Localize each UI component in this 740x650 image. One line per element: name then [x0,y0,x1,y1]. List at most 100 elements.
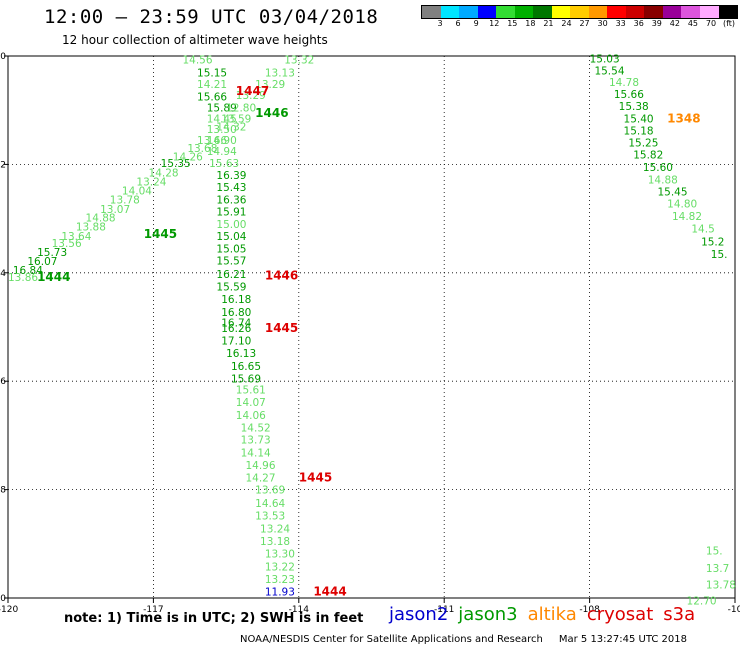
time-label: 1348 [667,111,700,125]
swh-value: 13.86 [8,272,38,284]
lon-tick-label: -10 [728,605,740,615]
swh-value: 14.64 [255,498,285,510]
lon-tick-label: -114 [289,605,310,615]
legend-label: (ft) [723,19,736,28]
legend-label: 39 [651,19,662,28]
swh-value: 15.45 [657,187,687,199]
legend-swatch [570,6,589,18]
swh-value: 14.88 [648,175,678,187]
legend-swatch [459,6,478,18]
swh-value: 15.69 [231,373,261,385]
swh-value: 13.59 [221,113,251,125]
swh-value: 15.00 [216,219,246,231]
swh-value: 13.78 [110,195,140,207]
swh-value: 14.56 [182,54,212,66]
legend-label: 9 [473,19,479,28]
credit-text: NOAA/NESDIS Center for Satellite Applica… [240,634,543,645]
legend-label: 27 [579,19,590,28]
swh-value: 15. [706,545,723,557]
swh-value: 15.05 [216,243,246,255]
swh-value: 13.73 [241,435,271,447]
time-label: 1444 [37,270,70,284]
swh-value: 15.60 [643,162,673,174]
map-frame [7,55,736,599]
legend-swatch [477,6,497,18]
legend-label: 70 [705,19,717,28]
lat-tick-label: -60 [0,594,6,604]
swh-value: 15.54 [594,66,624,78]
swh-value: 15.2 [701,236,724,248]
swh-value: 14.28 [149,168,179,180]
swh-value: 12.70 [687,596,717,608]
time-label-layer: 1447 1446 1445 1444 1446 1445 1445 1444 1348 [37,84,700,598]
lon-tick-label: -108 [579,605,600,615]
swh-value: 16.36 [216,195,246,207]
swh-value: 13.53 [255,511,285,523]
swh-value: 16.21 [216,269,246,281]
swh-value: 13.78 [706,579,736,591]
legend-label: 12 [489,19,500,28]
satellite-altika: altika [527,604,577,625]
swh-value: 14.04 [122,185,152,197]
swh-value: 13.24 [136,177,166,189]
legend-label: 33 [615,19,626,28]
swh-value: 14.27 [245,473,275,485]
legend-labels: 3 6 9 12 15 18 21 24 27 30 33 36 39 42 45 70 (ft) [421,19,738,28]
legend-label: 42 [669,19,680,28]
swh-value: 13.88 [76,222,106,234]
tick-label-layer: -120 -117 -114 -111 -108 -10 -50 -52 -54 -56 -58 -6… [0,52,740,615]
legend-swatch [533,6,552,18]
swh-value: 15.43 [216,182,246,194]
swh-value: 16.39 [216,170,246,182]
satellite-jason2: jason2 [389,604,449,625]
swh-value: 16.74 [221,318,251,330]
lon-tick-label: -111 [434,605,454,615]
swh-value: 15.66 [614,89,644,101]
legend-label: 18 [525,19,536,28]
swh-value: 15.40 [624,113,654,125]
swh-value: 13.30 [265,549,295,561]
swh-value: 15.04 [216,231,246,243]
satellite-jason3: jason3 [458,604,518,625]
swh-value: 14.96 [245,460,275,472]
swh-value: 13.50 [207,124,237,136]
swh-value: 13.07 [100,204,130,216]
grid-layer [4,55,736,603]
time-label: 1446 [265,269,298,283]
swh-value: 13.7 [706,563,729,575]
swh-value: 11.93 [265,586,295,598]
swh-value: 14.06 [236,410,266,422]
legend-swatch [681,6,700,18]
satellite-cryosat: cryosat [586,604,654,625]
swh-value: 14.94 [207,146,237,158]
satellite-s3a: s3a [663,604,696,625]
legend-label: 6 [455,19,461,28]
swh-value: 13.56 [52,238,82,250]
swh-value: 13.22 [265,562,295,574]
legend-swatch [699,6,719,18]
lat-tick-label: -58 [0,486,6,496]
swh-value: 15.03 [590,54,620,66]
legend-label: 21 [543,19,554,28]
swh-value: 14.82 [672,211,702,223]
time-label: 1444 [313,584,346,598]
legend-swatch [440,6,460,18]
lon-tick-label: -117 [143,605,163,615]
observation-layer: 14.56 13.32 15.15 13.13 14.21 13.29 15.66 13.29… [8,54,736,608]
swh-value: 14.80 [667,198,697,210]
swh-value: 14.5 [691,223,714,235]
color-legend: 3 6 9 12 15 18 21 24 27 30 33 36 39 42 45 70 (ft) [421,5,738,31]
swh-value: 15.57 [216,255,246,267]
swh-value: 15.66 [197,92,227,104]
legend-swatch [588,6,608,18]
swh-value: 16.13 [226,348,256,360]
swh-value: 16.65 [231,361,261,373]
swh-value: 13.68 [187,143,217,155]
swh-value: 15.15 [197,67,227,79]
legend-swatch [644,6,663,18]
swh-value: 16.07 [27,256,57,268]
swh-value: 15.25 [628,138,658,150]
lat-tick-label: -52 [0,160,6,170]
swh-value: 15.61 [236,384,266,396]
lat-tick-label: -56 [0,377,6,387]
